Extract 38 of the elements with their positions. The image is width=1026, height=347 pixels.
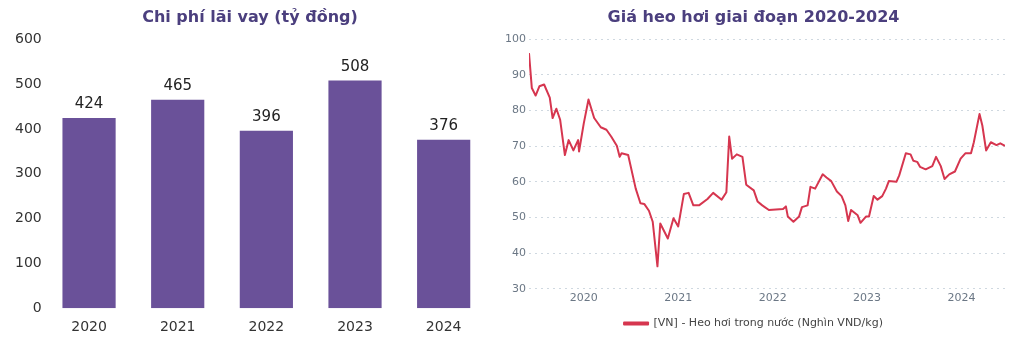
y-tick-label: 200 [14, 209, 42, 226]
x-tick-label: 2022 [758, 291, 787, 305]
x-tick-label: 2024 [425, 318, 462, 335]
x-tick-label: 2020 [569, 291, 598, 305]
y-tick-label: 100 [14, 254, 42, 271]
x-tick-label: 2020 [71, 318, 107, 335]
y-tick-label: 60 [512, 174, 526, 188]
chart-title: Chi phí lãi vay (tỷ đồng) [142, 6, 358, 26]
y-tick-label: 600 [14, 29, 42, 46]
y-tick-label: 400 [14, 119, 42, 136]
y-tick-label: 40 [512, 246, 526, 259]
x-tick-label: 2024 [947, 291, 976, 305]
y-tick-label: 90 [512, 67, 526, 81]
bar [62, 118, 116, 309]
x-tick-label: 2021 [664, 291, 693, 305]
x-tick-label: 2022 [248, 318, 285, 335]
bar [151, 99, 205, 309]
y-tick-label: 70 [512, 139, 526, 153]
bar [328, 80, 382, 309]
y-tick-label: 100 [505, 32, 526, 46]
y-tick-label: 30 [512, 281, 526, 295]
y-tick-label: 0 [32, 298, 42, 315]
bar [239, 130, 293, 309]
data-label: 465 [163, 76, 193, 95]
x-tick-label: 2023 [853, 291, 882, 305]
y-tick-label: 50 [512, 210, 526, 224]
bar [417, 139, 471, 309]
y-tick-label: 80 [512, 103, 526, 117]
chart-title: Giá heo hơi giai đoạn 2020-2024 [607, 6, 900, 26]
x-tick-label: 2021 [159, 318, 196, 335]
data-label: 396 [252, 107, 281, 126]
data-label: 424 [74, 94, 104, 113]
data-label: 376 [429, 116, 458, 135]
legend-label: [VN] - Heo hơi trong nước (Nghìn VND/kg) [653, 316, 883, 330]
y-tick-label: 300 [14, 164, 42, 181]
x-tick-label: 2023 [337, 318, 373, 335]
data-label: 508 [340, 56, 370, 75]
y-tick-label: 500 [14, 74, 42, 91]
